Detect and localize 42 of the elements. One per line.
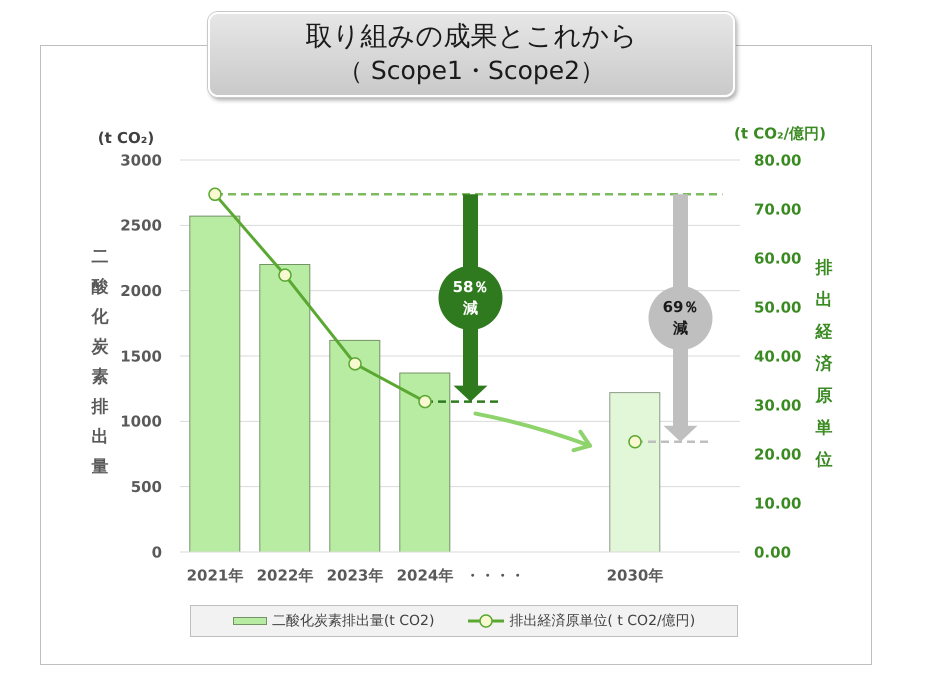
point (418, 394, 432, 408)
point (628, 435, 642, 448)
y2-axis-title: 排出経済原単位 (814, 257, 834, 472)
text: (t CO₂) (98, 129, 154, 147)
point (208, 188, 222, 202)
y2-tick-label: 30.00 (754, 396, 802, 414)
chart-subtitle: （ Scope1・Scope2） (336, 55, 606, 87)
y2-tick-label: 10.00 (754, 494, 802, 512)
y2-tick-label: 70.00 (754, 200, 802, 218)
point (348, 357, 362, 371)
legend-label: 二酸化炭素排出量(t CO2) (272, 612, 434, 630)
x-tick-label: 2030年 (606, 566, 664, 585)
bar (189, 216, 240, 552)
bar (609, 392, 660, 552)
y-tick-label: 2500 (120, 216, 162, 235)
x-tick-label: 2024年 (396, 566, 454, 585)
y-tick-label: 500 (130, 478, 162, 496)
y-tick-label: 0 (152, 543, 162, 562)
x-tick-label: 2021年 (186, 566, 244, 585)
y-tick-label: 1000 (120, 412, 162, 431)
y2-tick-label: 40.00 (754, 347, 802, 366)
bar (259, 264, 310, 552)
y-tick-label: 2000 (120, 282, 162, 300)
legend-label: 排出経済原単位( t CO2/億円) (509, 612, 696, 630)
bar (329, 340, 380, 552)
x-tick-label: ・・・・ (465, 566, 525, 585)
y-tick-label: 1500 (120, 347, 162, 366)
y-axis-title: 二酸化炭素排出量 (90, 246, 110, 479)
point (278, 268, 292, 282)
y2-tick-label: 60.00 (754, 249, 802, 268)
y2-tick-label: 0.00 (754, 543, 792, 562)
bar (399, 372, 450, 552)
text: (t CO₂/億円) (734, 124, 826, 144)
annotation: 58％減 (452, 276, 490, 319)
y2-tick-label: 80.00 (754, 151, 802, 170)
chart-title: 取り組みの成果とこれから (304, 20, 638, 54)
y-tick-label: 3000 (120, 151, 162, 170)
x-tick-label: 2022年 (256, 566, 314, 585)
y2-tick-label: 50.00 (754, 298, 802, 316)
annotation: 69％減 (662, 297, 700, 340)
y2-tick-label: 20.00 (754, 445, 802, 464)
x-tick-label: 2023年 (326, 566, 384, 585)
